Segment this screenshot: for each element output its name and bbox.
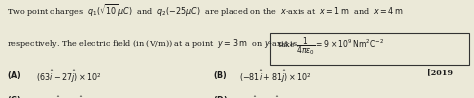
Text: [2019: [2019 <box>427 69 453 77</box>
Text: $\mathbf{(C)}$: $\mathbf{(C)}$ <box>7 94 22 98</box>
Text: take $\dfrac{1}{4\pi\varepsilon_0}=9\times10^9\,\mathrm{Nm^2C^{-2}}$: take $\dfrac{1}{4\pi\varepsilon_0}=9\tim… <box>277 35 384 57</box>
Text: $\mathbf{(B)}$: $\mathbf{(B)}$ <box>213 69 228 81</box>
Text: respectively. The electric field (in (V/m)) at a point  $y=3\,\mathrm{m}$  on $y: respectively. The electric field (in (V/… <box>7 37 301 50</box>
FancyBboxPatch shape <box>270 33 469 65</box>
Text: $(-81\hat{i}+81\hat{j})\times10^2$: $(-81\hat{i}+81\hat{j})\times10^2$ <box>239 69 312 85</box>
Text: $\mathbf{(D)}$: $\mathbf{(D)}$ <box>213 94 228 98</box>
Text: $(81\hat{i}-81\hat{j})\times10^2$: $(81\hat{i}-81\hat{j})\times10^2$ <box>239 94 305 98</box>
Text: Two point charges  $q_1(\sqrt{10}\,\mu C)$  and  $q_2(-25\mu C)$  are placed on : Two point charges $q_1(\sqrt{10}\,\mu C)… <box>7 3 404 19</box>
Text: $(-63\hat{i}+27\hat{j})\times10^2$: $(-63\hat{i}+27\hat{j})\times10^2$ <box>36 94 108 98</box>
Text: $(63\hat{i}-27\hat{j})\times10^2$: $(63\hat{i}-27\hat{j})\times10^2$ <box>36 69 101 85</box>
Text: $\mathbf{(A)}$: $\mathbf{(A)}$ <box>7 69 22 81</box>
